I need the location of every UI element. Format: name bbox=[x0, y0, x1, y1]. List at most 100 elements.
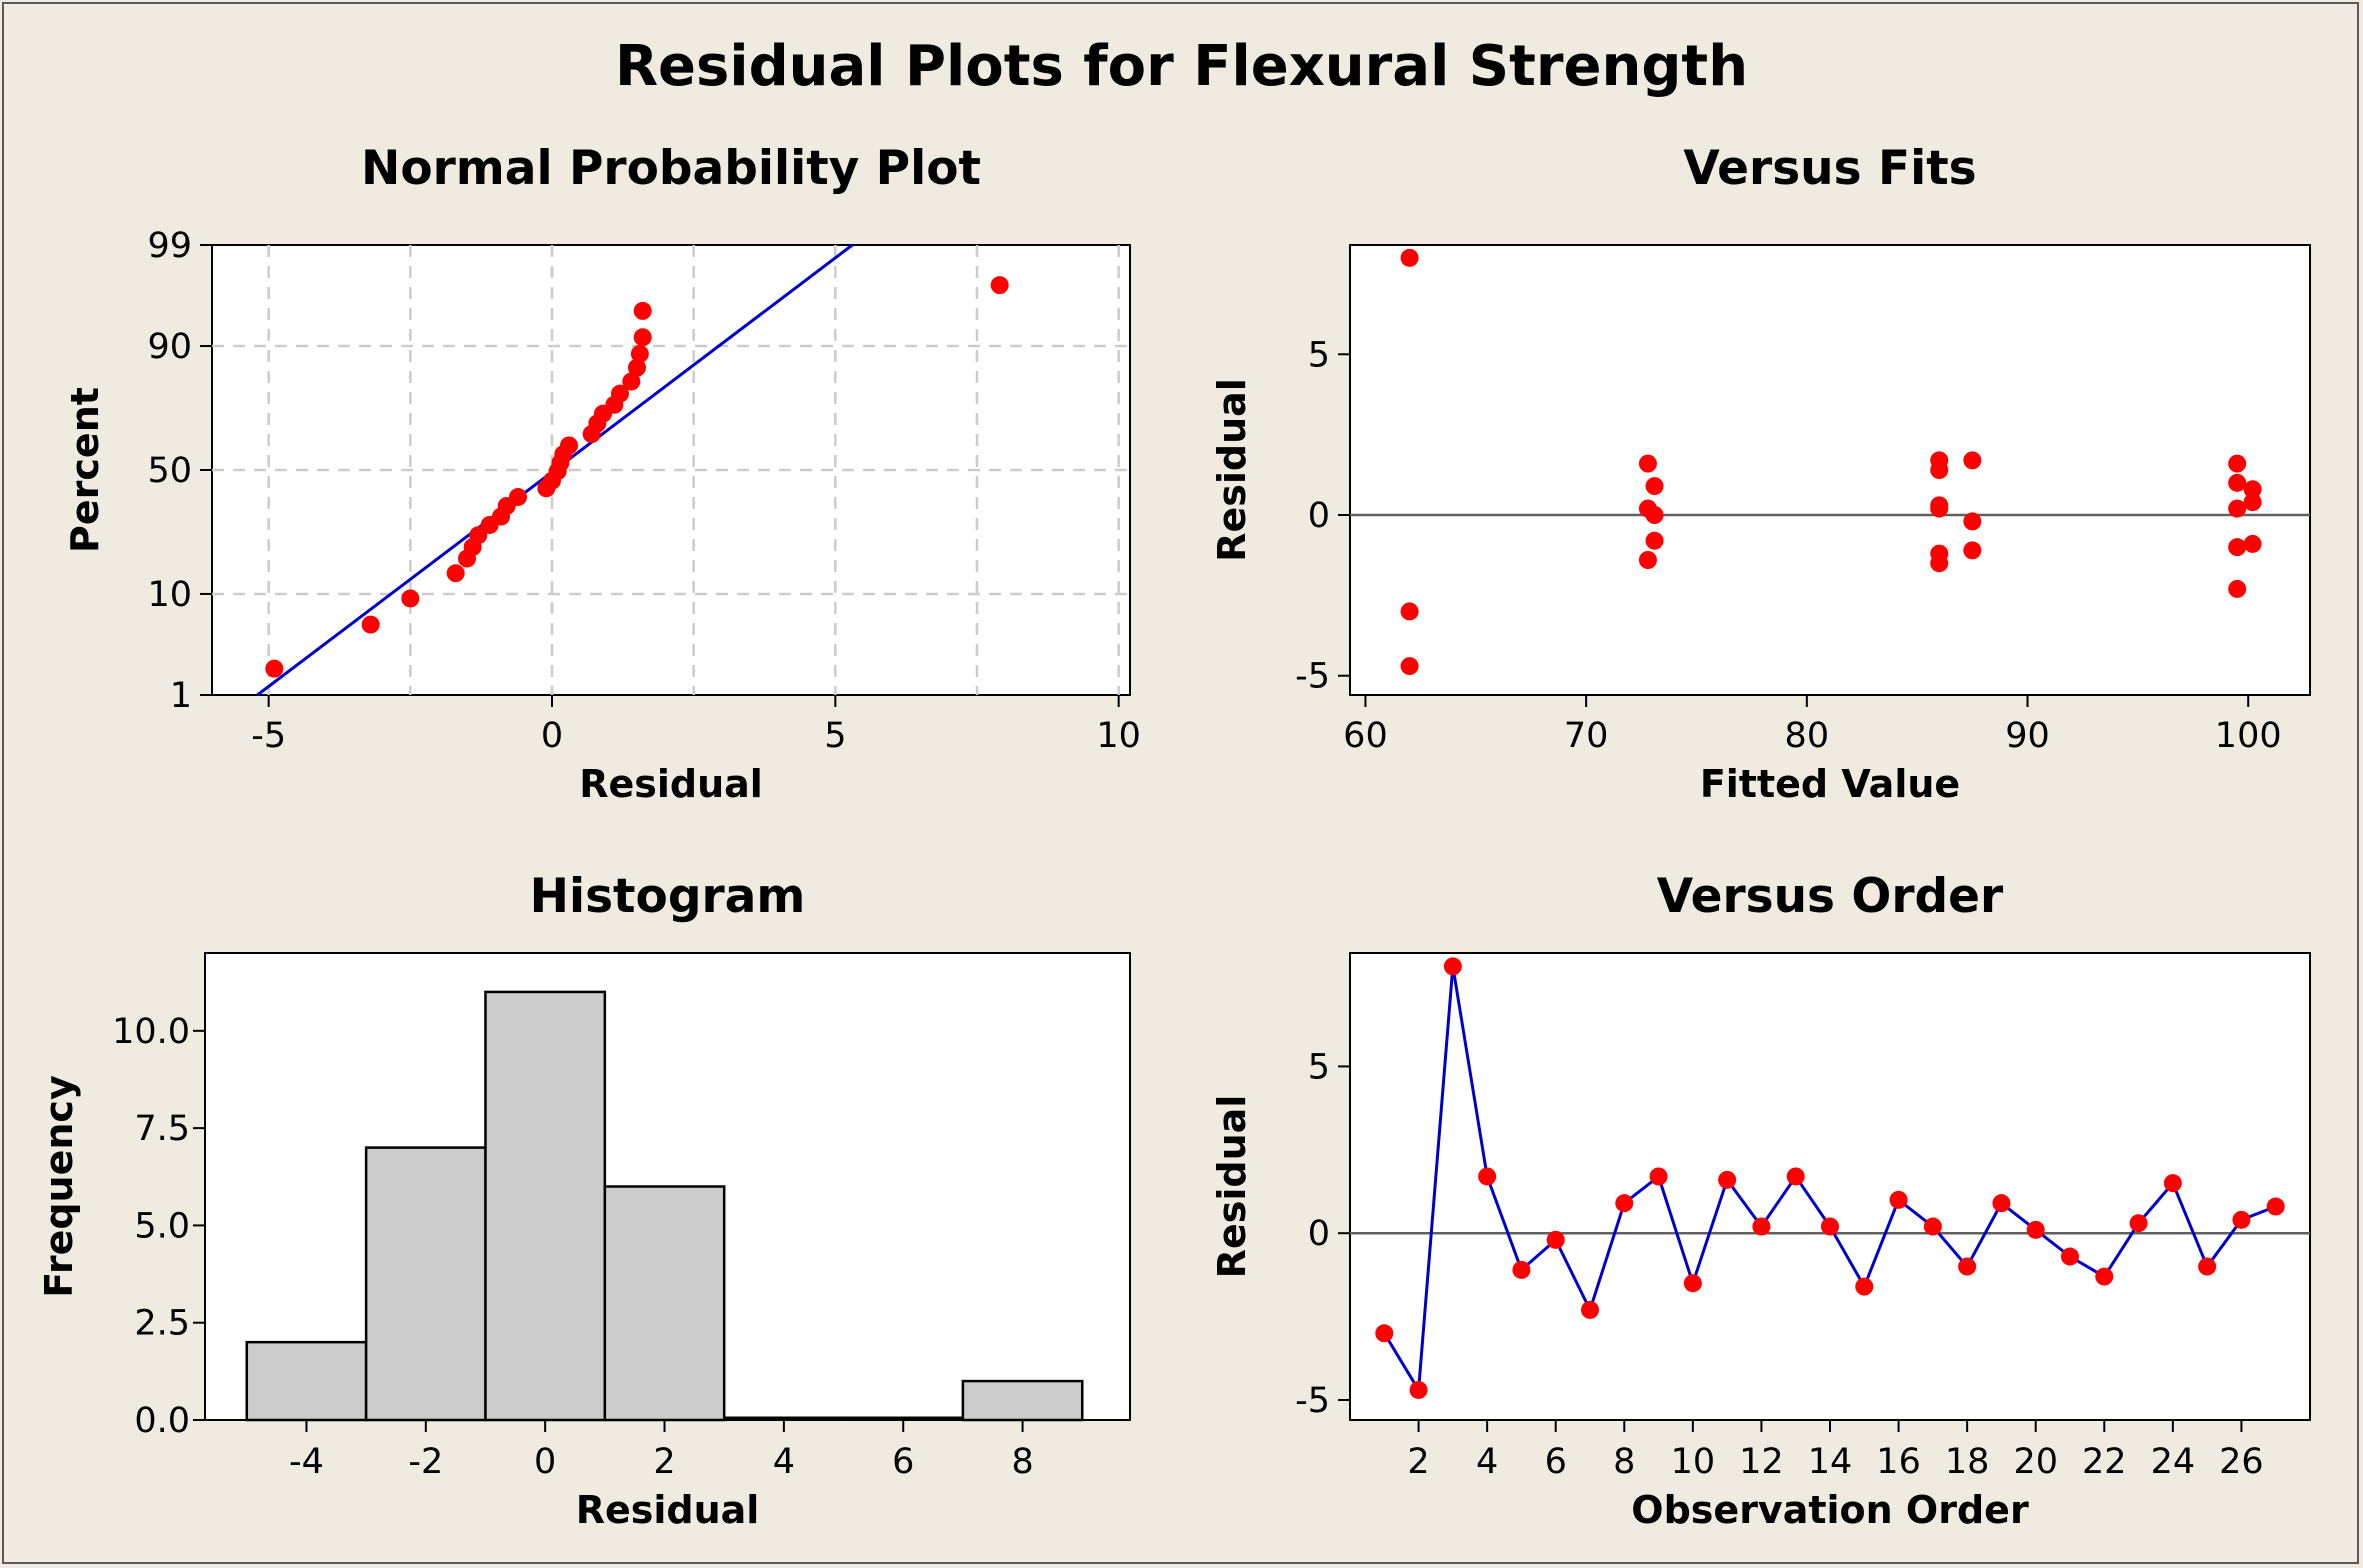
order-point bbox=[1615, 1194, 1634, 1213]
x-tick-label-2: 60 bbox=[1343, 716, 1388, 756]
fits-point bbox=[1645, 531, 1664, 550]
x-tick-label-2: 80 bbox=[1785, 716, 1830, 756]
y-tick-label-2: 5 bbox=[1308, 335, 1330, 375]
y-axis-label-3: Frequency bbox=[37, 1075, 81, 1298]
x-tick-label-1: 5 bbox=[824, 716, 846, 756]
fits-point bbox=[1645, 477, 1664, 496]
y-tick-label-3: 2.5 bbox=[134, 1304, 190, 1344]
x-tick-label-4: 16 bbox=[1876, 1442, 1921, 1482]
x-tick-label-4: 24 bbox=[2151, 1442, 2196, 1482]
y-axis-label-1: Percent bbox=[63, 387, 107, 553]
order-point bbox=[1958, 1257, 1977, 1276]
x-tick-label-1: 0 bbox=[541, 716, 563, 756]
order-point bbox=[1786, 1167, 1805, 1186]
order-point bbox=[2061, 1247, 2079, 1266]
panel-title-1: Normal Probability Plot bbox=[361, 141, 981, 196]
fits-point bbox=[1930, 554, 1949, 573]
order-point bbox=[1821, 1217, 1839, 1236]
x-tick-label-4: 20 bbox=[2013, 1442, 2058, 1482]
probability-point bbox=[446, 564, 465, 583]
plot-area-4 bbox=[1349, 952, 2311, 1421]
order-point bbox=[1581, 1300, 1599, 1319]
order-point bbox=[2026, 1220, 2045, 1239]
probability-point bbox=[611, 384, 629, 403]
order-point bbox=[1992, 1194, 2011, 1213]
order-point bbox=[1546, 1230, 1565, 1249]
probability-point bbox=[633, 301, 652, 320]
panel-title-4: Versus Order bbox=[1657, 869, 2004, 924]
order-point bbox=[2198, 1257, 2217, 1276]
fits-point bbox=[2228, 499, 2247, 518]
x-tick-label-4: 4 bbox=[1476, 1442, 1498, 1482]
order-point bbox=[1889, 1190, 1908, 1209]
x-tick-label-2: 70 bbox=[1564, 716, 1609, 756]
x-tick-label-4: 12 bbox=[1739, 1442, 1784, 1482]
x-tick-label-3: -4 bbox=[289, 1442, 324, 1482]
x-tick-label-3: 0 bbox=[534, 1442, 556, 1482]
order-point bbox=[1752, 1217, 1771, 1236]
figure-title: Residual Plots for Flexural Strength bbox=[614, 34, 1749, 99]
x-tick-label-4: 8 bbox=[1613, 1442, 1635, 1482]
y-tick-label-4: 0 bbox=[1308, 1214, 1330, 1254]
x-tick-label-3: 2 bbox=[653, 1442, 675, 1482]
fits-point bbox=[2228, 538, 2247, 557]
probability-point bbox=[509, 488, 527, 507]
fits-point bbox=[1963, 512, 1982, 531]
y-tick-label-4: -5 bbox=[1295, 1381, 1330, 1421]
fits-point bbox=[2228, 579, 2247, 598]
order-point bbox=[1923, 1217, 1942, 1236]
x-tick-label-2: 90 bbox=[2005, 716, 2050, 756]
y-tick-label-1: 1 bbox=[170, 676, 192, 716]
x-tick-label-3: 8 bbox=[1011, 1442, 1033, 1482]
probability-point bbox=[361, 615, 380, 634]
y-tick-label-1: 10 bbox=[147, 575, 192, 615]
fits-point bbox=[1963, 541, 1982, 560]
x-tick-label-4: 26 bbox=[2219, 1442, 2264, 1482]
y-tick-label-3: 5.0 bbox=[134, 1206, 190, 1246]
y-tick-label-1: 99 bbox=[147, 226, 192, 266]
order-point bbox=[2095, 1267, 2114, 1286]
order-point bbox=[2232, 1210, 2251, 1229]
x-tick-label-4: 14 bbox=[1808, 1442, 1853, 1482]
order-point bbox=[1478, 1167, 1497, 1186]
order-point bbox=[1683, 1274, 1702, 1293]
order-point bbox=[1855, 1277, 1874, 1296]
x-axis-label-2: Fitted Value bbox=[1700, 762, 1960, 806]
order-point bbox=[1409, 1380, 1428, 1399]
panel-title-2: Versus Fits bbox=[1683, 141, 1976, 196]
probability-point bbox=[990, 276, 1009, 295]
fits-point bbox=[1930, 461, 1949, 479]
probability-point bbox=[401, 589, 420, 608]
order-point bbox=[1443, 957, 1462, 976]
order-point bbox=[2163, 1174, 2182, 1193]
x-tick-label-4: 22 bbox=[2082, 1442, 2127, 1482]
histogram-bar bbox=[245, 1340, 368, 1422]
order-point bbox=[1718, 1170, 1737, 1189]
x-axis-label-1: Residual bbox=[579, 762, 763, 806]
x-tick-label-3: 6 bbox=[892, 1442, 914, 1482]
histogram-bar bbox=[603, 1185, 726, 1422]
order-point bbox=[1512, 1260, 1531, 1279]
x-tick-label-1: 10 bbox=[1096, 716, 1141, 756]
y-tick-label-2: -5 bbox=[1295, 657, 1330, 697]
x-tick-label-3: -2 bbox=[408, 1442, 443, 1482]
fits-point bbox=[2228, 454, 2247, 473]
x-tick-label-3: 4 bbox=[773, 1442, 795, 1482]
y-axis-label-2: Residual bbox=[1210, 378, 1254, 562]
order-point bbox=[1375, 1324, 1394, 1343]
x-tick-label-4: 2 bbox=[1407, 1442, 1429, 1482]
fits-point bbox=[2243, 534, 2262, 553]
fits-point bbox=[1400, 657, 1419, 676]
fits-point bbox=[1400, 602, 1419, 621]
x-tick-label-4: 6 bbox=[1545, 1442, 1567, 1482]
x-axis-label-3: Residual bbox=[576, 1488, 760, 1532]
fits-point bbox=[1638, 454, 1657, 473]
probability-point bbox=[560, 436, 578, 455]
order-point bbox=[2129, 1214, 2148, 1233]
fits-point bbox=[1400, 248, 1419, 267]
histogram-bar bbox=[961, 1379, 1084, 1422]
probability-point bbox=[633, 328, 652, 347]
x-tick-label-4: 18 bbox=[1945, 1442, 1990, 1482]
